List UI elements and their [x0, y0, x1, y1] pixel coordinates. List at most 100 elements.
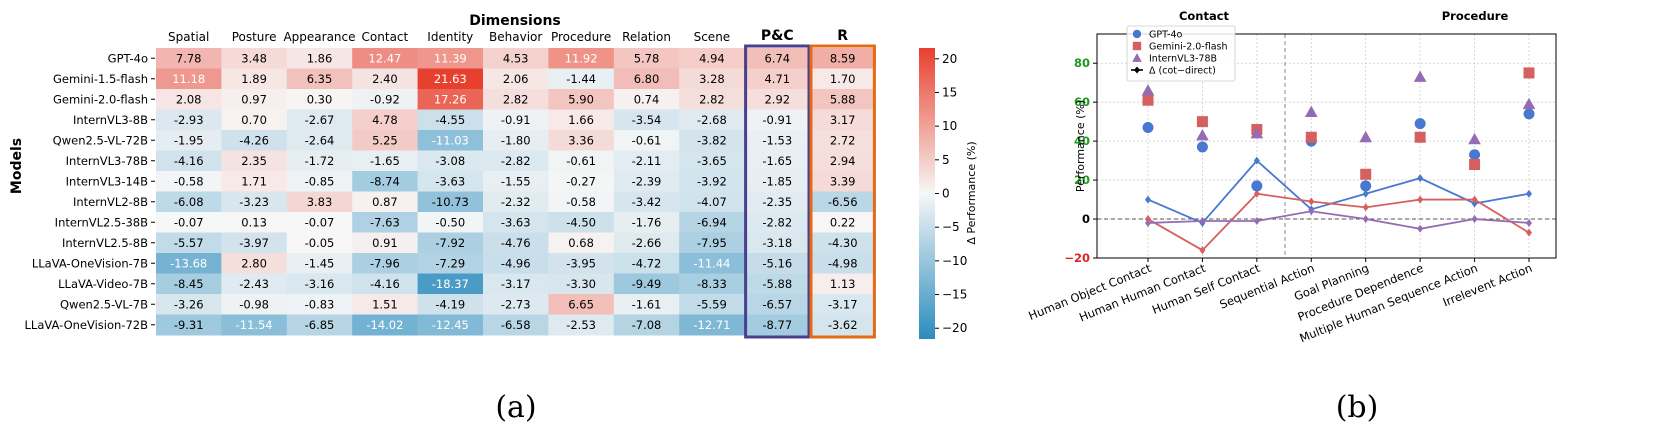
row-label: Qwen2.5-VL-72B	[53, 133, 148, 147]
legend-marker	[1132, 53, 1142, 62]
heatmap-cell	[352, 273, 419, 295]
cell-value: -3.97	[239, 236, 269, 250]
legend-label: GPT-4o	[1149, 30, 1182, 41]
cell-value: 0.22	[830, 215, 856, 229]
heatmap-cell	[548, 68, 615, 90]
performance-point	[1196, 128, 1209, 141]
cell-value: 2.94	[830, 154, 856, 168]
cell-value: -5.59	[697, 297, 727, 311]
heatmap-cell	[548, 253, 615, 274]
heatmap-cell	[810, 253, 876, 274]
heatmap-panel: Dimensions Models Spatial Posture Appearance…	[9, 13, 876, 339]
cell-value: -2.64	[305, 133, 335, 147]
cell-value: -2.93	[174, 113, 204, 127]
performance-point	[1359, 130, 1373, 143]
performance-point	[1469, 159, 1481, 171]
cell-value: 0.30	[307, 92, 333, 106]
cell-value: 2.82	[503, 92, 529, 106]
heatmap-cell	[417, 273, 484, 295]
colorbar-tick-label: −15	[942, 288, 967, 302]
cell-value: 1.66	[568, 113, 594, 127]
heatmap-cell	[613, 253, 680, 274]
heatmap-cell	[221, 191, 288, 213]
heatmap-cell	[221, 48, 288, 69]
cell-value: 6.74	[764, 51, 790, 65]
heatmap-cell	[417, 253, 484, 274]
performance-point	[1414, 118, 1426, 130]
column-label: Appearance	[283, 30, 355, 44]
heatmap-cell	[679, 314, 746, 336]
colorbar-tick-label: 15	[942, 85, 957, 99]
y-tick-label: 60	[1074, 95, 1090, 109]
pc-highlight-box	[744, 44, 811, 339]
heatmap-cell	[417, 212, 484, 233]
delta-point	[1253, 156, 1260, 165]
heatmap-cell	[352, 314, 419, 336]
heatmap-cell	[483, 212, 549, 233]
performance-point	[1360, 168, 1372, 180]
heatmap-cell	[286, 48, 353, 69]
performance-point	[1360, 180, 1372, 192]
performance-point	[1304, 105, 1318, 117]
column-label: Contact	[362, 30, 409, 44]
heatmap-cell	[221, 294, 288, 315]
cell-value: -18.37	[432, 277, 469, 291]
cell-value: 1.70	[830, 72, 856, 86]
cell-value: -8.33	[697, 277, 727, 291]
heatmap-cell	[744, 130, 811, 151]
performance-point	[1469, 149, 1481, 161]
cell-value: -2.32	[501, 195, 531, 209]
column-label: Posture	[232, 30, 277, 44]
cell-value: -2.43	[239, 277, 269, 291]
legend-marker	[1132, 29, 1142, 39]
heatmap-cell	[679, 150, 746, 172]
heatmap-cell	[417, 314, 484, 336]
heatmap-cell	[483, 130, 549, 151]
heatmap-cell	[483, 171, 549, 192]
cell-value: -3.18	[762, 236, 792, 250]
cell-value: 4.78	[372, 113, 398, 127]
cell-value: -5.88	[762, 277, 792, 291]
delta-point	[1308, 207, 1315, 216]
legend-delta-marker	[1134, 66, 1140, 74]
heatmap-cell	[613, 212, 680, 233]
heatmap-cell	[352, 253, 419, 274]
delta-point	[1417, 224, 1424, 233]
heatmap-cell	[352, 212, 419, 233]
heatmap-cell	[286, 232, 353, 254]
heatmap-cell	[613, 130, 680, 151]
cell-value: 4.53	[503, 51, 529, 65]
cell-value: -12.45	[432, 318, 469, 332]
colorbar-tick-label: −20	[942, 321, 967, 335]
cell-value: 2.82	[699, 92, 725, 106]
heatmap-cell	[548, 109, 615, 131]
cell-value: -0.05	[305, 236, 335, 250]
heatmap-cell	[286, 191, 353, 213]
panel-b-label: (b)	[1336, 390, 1379, 425]
legend-box	[1126, 25, 1236, 82]
y-tick-label: 40	[1074, 134, 1090, 148]
cell-value: -0.50	[435, 215, 465, 229]
row-label: LLaVA-OneVision-72B	[25, 318, 149, 332]
row-label: InternVL2-8B	[73, 195, 148, 209]
heatmap-cell	[156, 89, 222, 110]
heatmap-cell	[810, 232, 876, 254]
delta-point	[1526, 228, 1532, 237]
heatmap-cell	[483, 314, 549, 336]
heatmap-cell	[744, 109, 811, 131]
heatmap-cell	[156, 232, 222, 254]
delta-point	[1253, 216, 1260, 225]
heatmap-cell	[156, 212, 222, 233]
delta-point	[1308, 197, 1315, 206]
row-label: GPT-4o	[108, 51, 148, 65]
group-label-contact: Contact	[1179, 9, 1230, 23]
heatmap-cell	[744, 253, 811, 274]
cell-value: -1.76	[632, 215, 662, 229]
cell-value: -0.58	[566, 195, 596, 209]
heatmap-cell	[548, 212, 615, 233]
delta-point	[1417, 195, 1424, 204]
cell-value: -4.98	[828, 256, 858, 270]
heatmap-cell	[483, 232, 549, 254]
cell-value: -3.92	[697, 174, 727, 188]
heatmap-cell	[221, 89, 288, 110]
